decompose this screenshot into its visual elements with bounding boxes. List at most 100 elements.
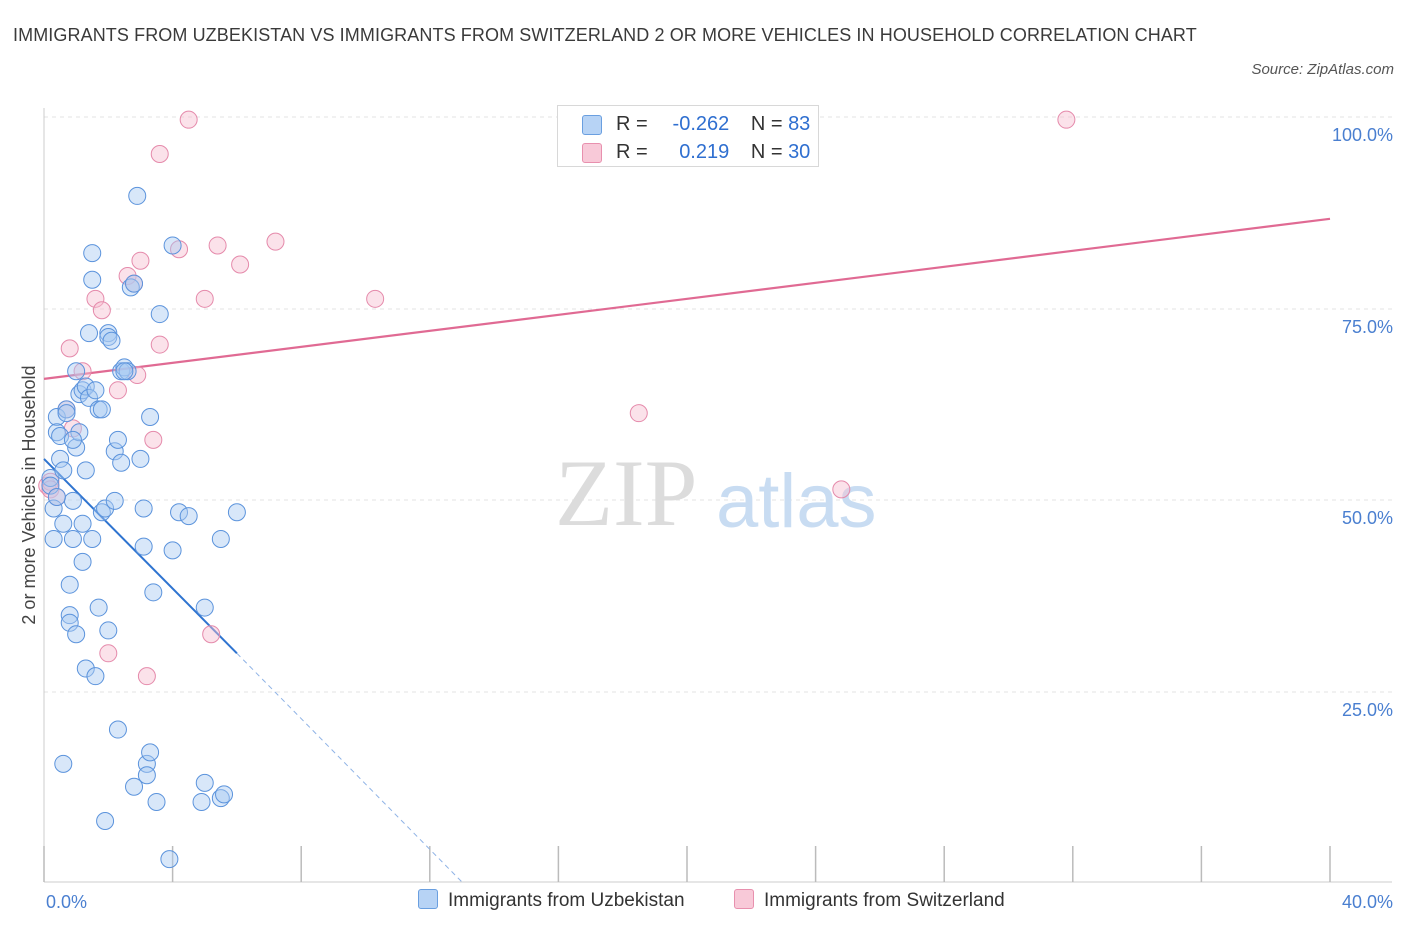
uzbekistan-point bbox=[51, 449, 70, 468]
legend-item-uzbekistan: Immigrants from Uzbekistan bbox=[418, 889, 685, 915]
uzbekistan-point bbox=[47, 488, 66, 507]
uzbekistan-point bbox=[54, 514, 73, 533]
uzbekistan-point bbox=[76, 659, 95, 678]
r-value: -0.262 bbox=[672, 113, 730, 135]
n-label: N = bbox=[750, 141, 783, 163]
uzbekistan-point bbox=[60, 575, 79, 594]
uzbekistan-point bbox=[63, 491, 82, 510]
uzbekistan-point bbox=[179, 507, 198, 526]
chart-source: Source: ZipAtlas.com bbox=[1251, 61, 1394, 78]
uzbekistan-point bbox=[147, 792, 166, 811]
uzbekistan-point bbox=[144, 583, 163, 602]
switzerland-swatch bbox=[582, 143, 602, 163]
uzbekistan-point bbox=[67, 625, 86, 644]
switzerland-point bbox=[832, 480, 851, 499]
uzbekistan-point bbox=[105, 491, 124, 510]
watermark-atlas: atlas bbox=[716, 459, 877, 544]
chart-title: IMMIGRANTS FROM UZBEKISTAN VS IMMIGRANTS… bbox=[13, 25, 1197, 45]
uzbekistan-point bbox=[125, 274, 144, 293]
uzbekistan-point bbox=[96, 812, 115, 831]
uzbekistan-point bbox=[141, 743, 160, 762]
uzbekistan-point bbox=[63, 529, 82, 548]
uzbekistan-point bbox=[92, 400, 111, 419]
uzbekistan-point bbox=[99, 621, 118, 640]
uzbekistan-point bbox=[137, 766, 156, 785]
uzbekistan-point bbox=[63, 430, 82, 449]
switzerland-point bbox=[118, 266, 137, 285]
uzbekistan-legend-swatch bbox=[418, 889, 438, 909]
uzbekistan-point bbox=[227, 503, 246, 522]
switzerland-point bbox=[1057, 110, 1076, 129]
switzerland-point bbox=[131, 251, 150, 270]
switzerland-point bbox=[92, 301, 111, 320]
watermark: ZIP atlas bbox=[555, 440, 877, 546]
uzbekistan-point bbox=[83, 244, 102, 263]
uzbekistan-point bbox=[128, 186, 147, 205]
switzerland-point bbox=[266, 232, 285, 251]
y-tick-label: 100.0% bbox=[1332, 125, 1393, 145]
uzbekistan-point bbox=[44, 529, 63, 548]
uzbekistan-point bbox=[195, 598, 214, 617]
uzbekistan-point bbox=[112, 453, 131, 472]
grid-lines bbox=[44, 116, 1392, 693]
switzerland-point bbox=[41, 472, 60, 491]
stats-legend: R = -0.262 N = 83 R = 0.219 N = 30 bbox=[557, 105, 819, 167]
uzbekistan-point bbox=[60, 606, 79, 625]
uzbekistan-point bbox=[76, 461, 95, 480]
r-label: R = bbox=[616, 141, 648, 163]
switzerland-point bbox=[137, 667, 156, 686]
switzerland-point bbox=[202, 625, 221, 644]
uzbekistan-swatch bbox=[582, 115, 602, 135]
y-tick-label: 50.0% bbox=[1342, 508, 1393, 528]
uzbekistan-point bbox=[70, 423, 89, 442]
uzbekistan-point bbox=[60, 613, 79, 632]
uzbekistan-point bbox=[102, 331, 121, 350]
uzbekistan-point bbox=[160, 850, 179, 869]
n-label: N = bbox=[750, 113, 783, 135]
y-tick-label: 25.0% bbox=[1342, 700, 1393, 720]
n-value: 83 bbox=[788, 113, 811, 135]
uzbekistan-point bbox=[96, 499, 115, 518]
switzerland-trend-line bbox=[43, 217, 1331, 380]
uzbekistan-point bbox=[131, 449, 150, 468]
data-points bbox=[38, 110, 1076, 869]
uzbekistan-point bbox=[192, 792, 211, 811]
uzbekistan-point bbox=[86, 667, 105, 686]
x-tick-label: 40.0% bbox=[1342, 892, 1393, 912]
legend-item-switzerland: Immigrants from Switzerland bbox=[734, 889, 1005, 915]
uzbekistan-point bbox=[170, 503, 189, 522]
switzerland-point bbox=[208, 236, 227, 255]
n-value: 30 bbox=[788, 141, 811, 163]
uzbekistan-point bbox=[44, 499, 63, 518]
switzerland-point bbox=[108, 381, 127, 400]
switzerland-point bbox=[60, 339, 79, 358]
switzerland-point bbox=[150, 144, 169, 163]
uzbekistan-point bbox=[83, 270, 102, 289]
x-tick-label: 0.0% bbox=[46, 892, 87, 912]
switzerland-point bbox=[150, 335, 169, 354]
uzbekistan-point bbox=[163, 541, 182, 560]
uzbekistan-point bbox=[83, 529, 102, 548]
uzbekistan-point bbox=[73, 552, 92, 571]
uzbekistan-trend-extension bbox=[236, 652, 463, 883]
legend-label: Immigrants from Uzbekistan bbox=[448, 890, 685, 911]
uzbekistan-point bbox=[108, 720, 127, 739]
uzbekistan-point bbox=[54, 754, 73, 773]
switzerland-point bbox=[231, 255, 250, 274]
uzbekistan-trend-line bbox=[43, 458, 238, 655]
r-label: R = bbox=[616, 113, 648, 135]
uzbekistan-point bbox=[125, 777, 144, 796]
r-value: 0.219 bbox=[679, 141, 730, 163]
uzbekistan-point bbox=[211, 529, 230, 548]
switzerland-point bbox=[86, 289, 105, 308]
watermark-zip: ZIP bbox=[555, 440, 698, 546]
uzbekistan-point bbox=[57, 404, 76, 423]
switzerland-point bbox=[366, 289, 385, 308]
uzbekistan-point bbox=[80, 324, 99, 343]
legend-label: Immigrants from Switzerland bbox=[764, 890, 1005, 911]
uzbekistan-point bbox=[41, 476, 60, 495]
uzbekistan-point bbox=[134, 499, 153, 518]
uzbekistan-point bbox=[215, 785, 234, 804]
uzbekistan-point bbox=[73, 514, 92, 533]
